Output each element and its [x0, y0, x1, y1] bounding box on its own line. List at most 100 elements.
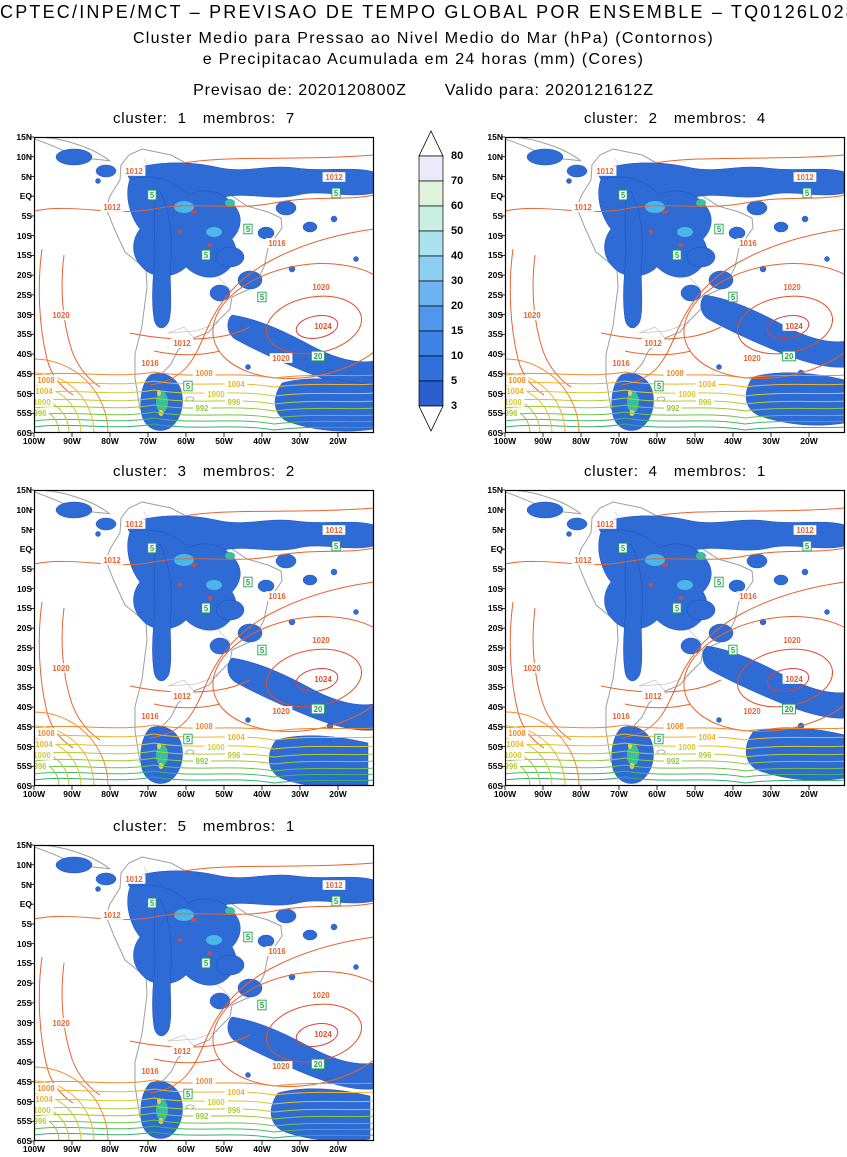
lon-axis-label: 40W — [253, 436, 271, 446]
contour-label: 1000 — [678, 743, 696, 752]
contour-label: 1008 — [195, 369, 213, 378]
contour-label: 1008 — [666, 369, 684, 378]
lat-axis-label: 5S — [21, 563, 32, 574]
contour-label: 1024 — [785, 322, 803, 331]
lat-axis-label: 55S — [16, 408, 32, 419]
lon-axis-label: 50W — [215, 789, 233, 799]
contour-label: 1012 — [796, 526, 814, 535]
lat-axis-label: EQ — [490, 191, 503, 202]
contour-label: 996 — [227, 751, 241, 760]
forecast-valid-value: 2020121612Z — [545, 82, 654, 99]
lat-axis-label: 40S — [16, 349, 32, 360]
contour-label: 1016 — [268, 592, 286, 601]
lon-axis-label: 50W — [215, 436, 233, 446]
contour-label: 5 — [204, 251, 209, 260]
lat-axis-label: 55S — [16, 1116, 32, 1127]
lon-axis-label: 30W — [291, 1144, 309, 1154]
lat-axis-label: 40S — [16, 1057, 32, 1068]
lat-axis-label: 10N — [487, 504, 503, 515]
membros-label: membros: — [673, 110, 747, 127]
contour-label: 1016 — [141, 359, 159, 368]
contour-label: 1020 — [52, 664, 70, 673]
colorbar-segment — [418, 330, 444, 357]
lat-axis-label: 10S — [487, 583, 503, 594]
colorbar-label: 60 — [451, 200, 464, 212]
contour-label: 1012 — [644, 339, 662, 348]
colorbar-labels: 80 70 60 50 40 30 20 15 10 5 3 — [417, 130, 477, 442]
lon-axis-label: 60W — [648, 436, 666, 446]
colorbar-label: 40 — [451, 250, 464, 262]
lon-axis-label: 40W — [724, 789, 742, 799]
lon-axis-label: 60W — [648, 789, 666, 799]
forecast-init-label: Previsao de: — [193, 82, 293, 99]
forecast-line: Previsao de: 2020120800Z Valido para: 202… — [0, 82, 847, 100]
contour-label: 1020 — [272, 1062, 290, 1071]
contour-label: 1000 — [504, 398, 522, 407]
lat-axis-label: 5N — [21, 171, 32, 182]
lat-axis-label: 35S — [16, 682, 32, 693]
lon-axis-label: 90W — [534, 789, 552, 799]
lat-axis-label: 20S — [487, 270, 503, 281]
colorbar-segment — [418, 230, 444, 257]
contour-label: 1024 — [785, 675, 803, 684]
lat-axis-label: 30S — [487, 309, 503, 320]
contour-label: 1000 — [207, 1098, 225, 1107]
map-plot: 1012 1012 1012 1016 1020 1024 1020 1020 1012 1016… — [30, 489, 375, 790]
contour-label: 20 — [314, 705, 323, 714]
colorbar-label: 70 — [451, 175, 464, 187]
lon-axis-label: 50W — [686, 789, 704, 799]
membros-label: membros: — [202, 110, 276, 127]
contour-label: 1020 — [783, 636, 801, 645]
lon-axis-label: 90W — [63, 1144, 81, 1154]
contour-label: 1020 — [312, 283, 330, 292]
contour-label: 5 — [150, 899, 155, 908]
lat-axis-label: 15N — [16, 840, 32, 850]
contour-label: 992 — [195, 404, 209, 413]
south-america-coastline — [576, 501, 754, 771]
membros-number: 2 — [285, 463, 296, 480]
map-plot: 1012 1012 1012 1016 1020 1024 1020 1020 1012 1016… — [30, 844, 375, 1145]
map-frame-border — [33, 489, 375, 787]
contour-label: 1020 — [272, 354, 290, 363]
cluster-label: cluster: — [583, 463, 639, 480]
lat-axis-label: 25S — [487, 642, 503, 653]
map-frame-border — [33, 136, 375, 434]
lon-axis-label: 70W — [139, 436, 157, 446]
lat-axis-label: 5N — [492, 524, 503, 535]
contour-label: 5 — [334, 897, 339, 906]
lat-axis-label: 15S — [16, 958, 32, 969]
pressure-contours — [34, 862, 374, 1104]
map-cluster-5: 1012 1012 1012 1016 1020 1024 1020 1020 1012 1016… — [30, 844, 375, 1145]
contour-label: 20 — [314, 1060, 323, 1069]
lat-axis-label: 15N — [16, 132, 32, 142]
contour-label: 5 — [246, 225, 251, 234]
map-cluster-1: 1012 1012 1012 1016 1020 1024 1020 1020 1012 1016… — [30, 136, 375, 437]
contour-label: 1004 — [227, 380, 245, 389]
lat-axis-label: 5N — [21, 524, 32, 535]
axis-ticks — [30, 844, 339, 1145]
cluster-panel-1: cluster: 1 membros: 7 1012 1012 1012 1016 1020… — [12, 110, 384, 450]
lat-axis-label: 30S — [16, 309, 32, 320]
contour-label: 1012 — [125, 520, 143, 529]
lat-axis-label: 55S — [487, 761, 503, 772]
lon-axis-label: 20W — [329, 789, 347, 799]
lat-axis-label: EQ — [490, 544, 503, 555]
contour-label: 1008 — [195, 722, 213, 731]
cluster-panel-2: cluster: 2 membros: 4 1012 1012 1012 1016 1020… — [483, 110, 847, 450]
lat-axis-label: 35S — [16, 329, 32, 340]
lon-axis-label: 90W — [534, 436, 552, 446]
contour-label: 5 — [186, 382, 191, 391]
lat-axis-label: 5S — [492, 563, 503, 574]
contour-label: 5 — [186, 1090, 191, 1099]
contour-label: 1024 — [314, 322, 332, 331]
lat-axis-label: 45S — [16, 368, 32, 379]
contour-label: 5 — [204, 959, 209, 968]
colorbar-label: 3 — [451, 400, 458, 412]
contour-label: 1012 — [574, 203, 592, 212]
contour-label: 1016 — [739, 592, 757, 601]
contour-label: 1004 — [698, 380, 716, 389]
map-plot: 1012 1012 1012 1016 1020 1024 1020 1020 1012 1016… — [501, 136, 846, 437]
precipitation-shading — [526, 148, 845, 431]
precipitation-colorbar: 80 70 60 50 40 30 20 15 10 5 3 — [417, 130, 477, 442]
lon-axis-label: 70W — [610, 436, 628, 446]
